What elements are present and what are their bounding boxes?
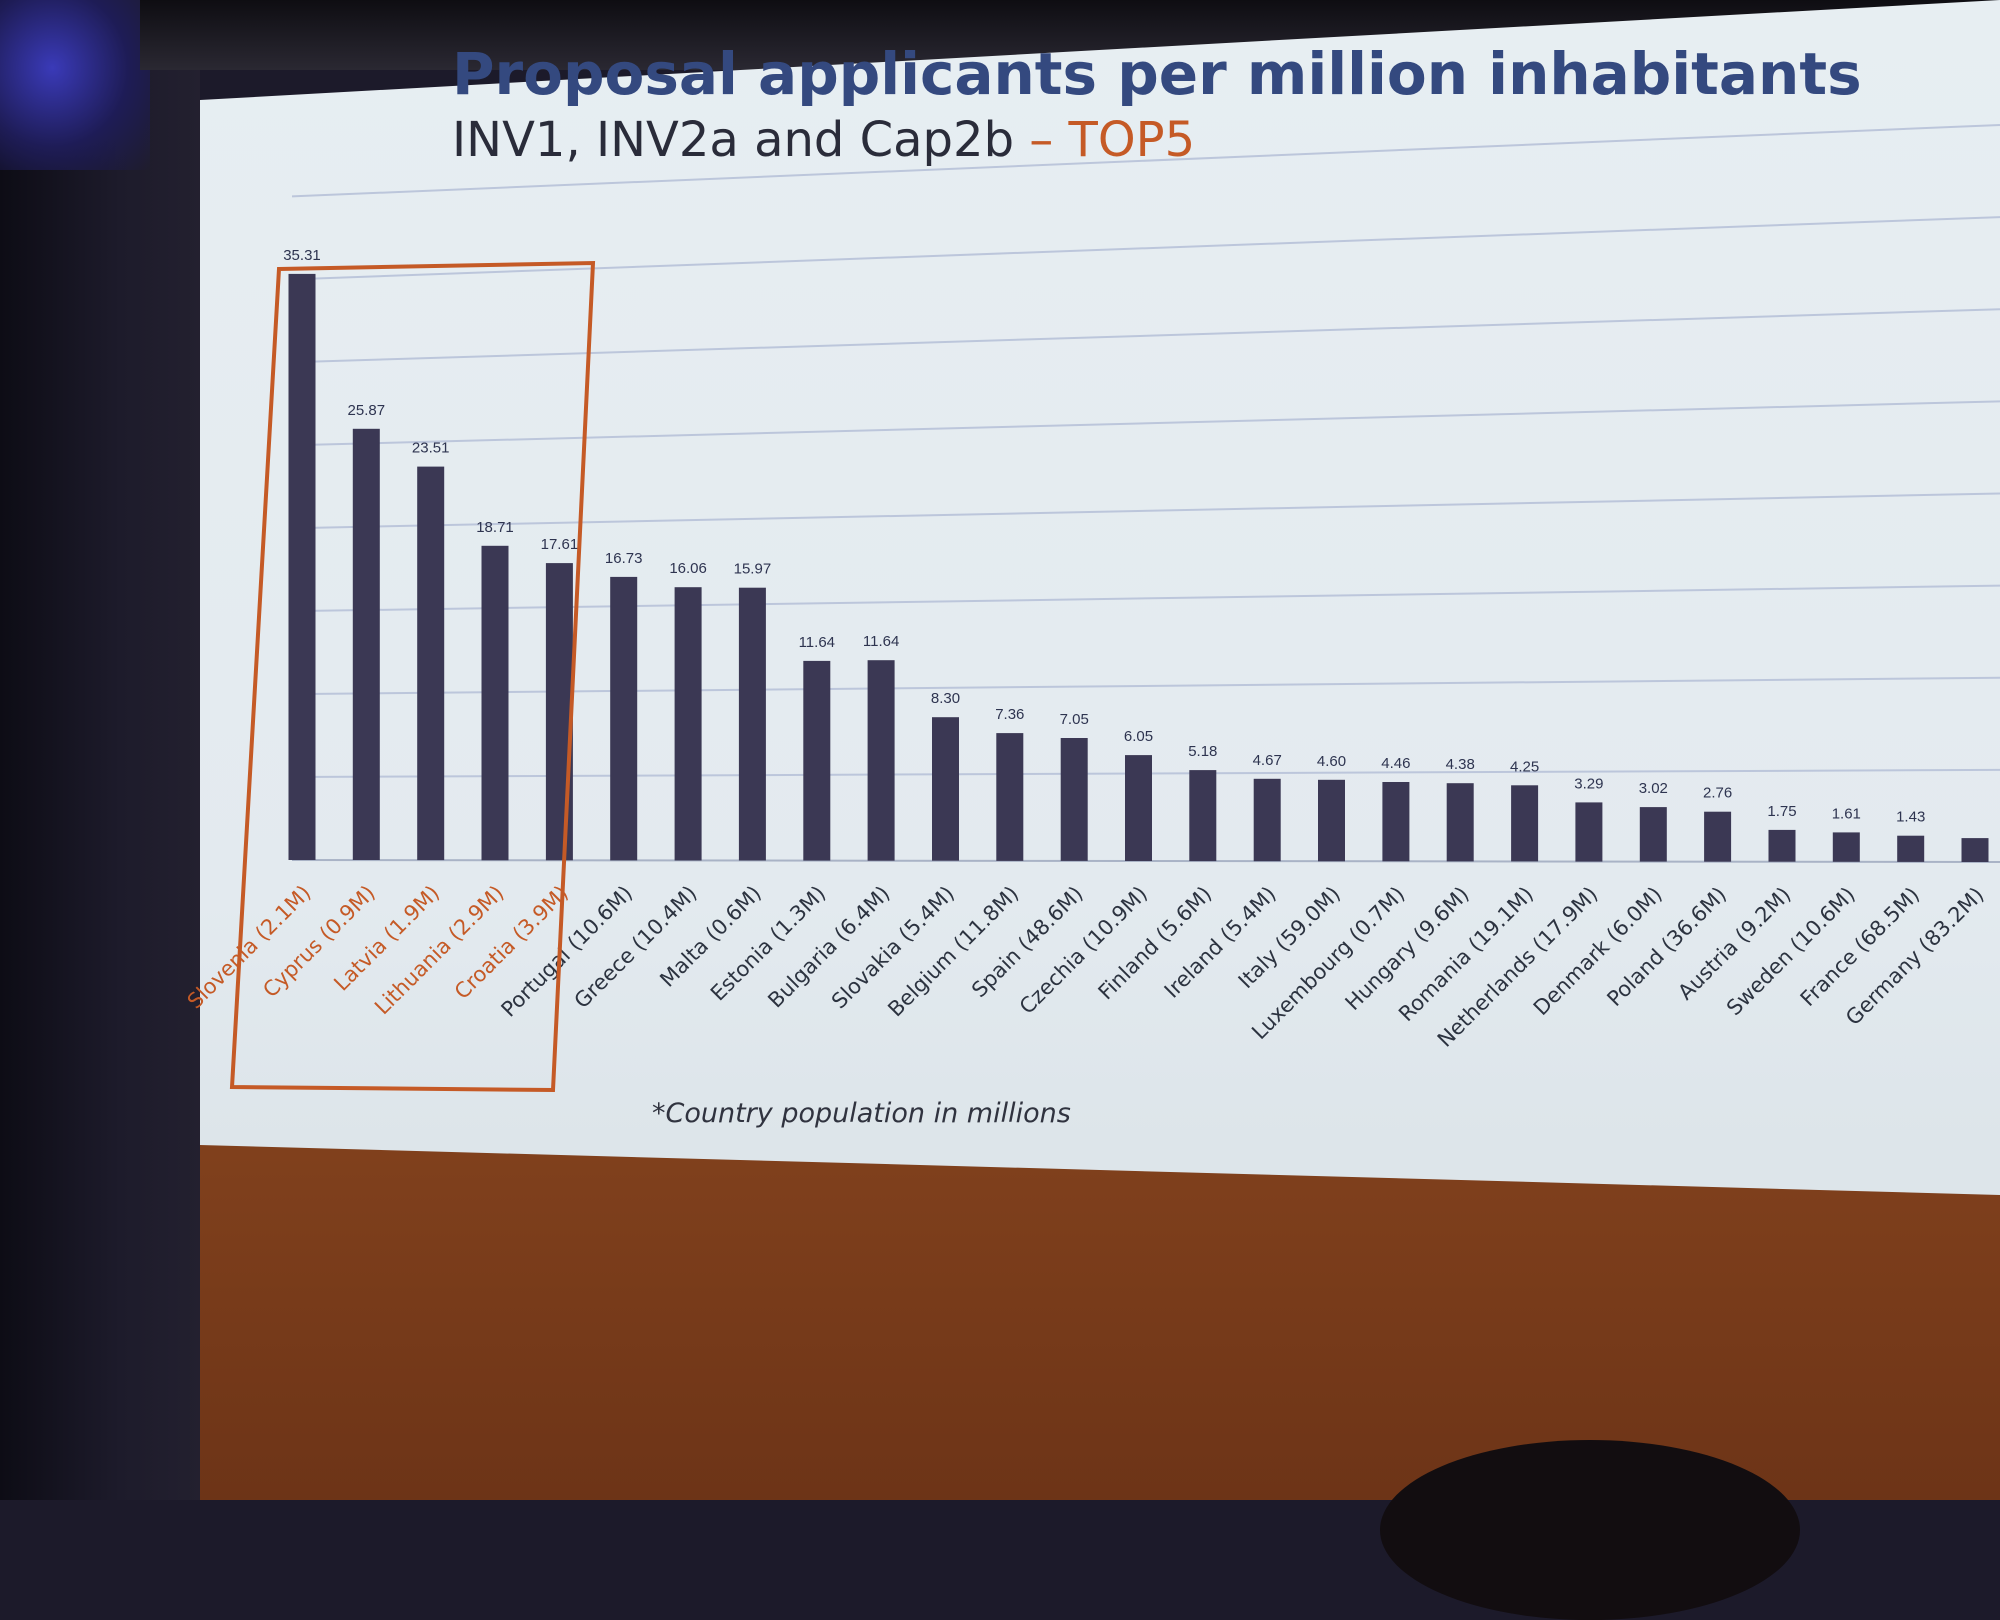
- bar: [417, 466, 445, 861]
- slide-title-block: Proposal applicants per million inhabita…: [452, 40, 1862, 168]
- gridline: [291, 676, 2000, 696]
- data-label: 11.64: [799, 634, 835, 651]
- x-tick-label: Spain (48.6M): [967, 881, 1088, 1002]
- x-tick-label: Estonia (1.3M): [706, 881, 830, 1005]
- data-label: 23.51: [412, 440, 450, 457]
- bar: [1318, 779, 1345, 862]
- bar: [1832, 832, 1860, 862]
- audience-head-silhouette: [1380, 1440, 1800, 1620]
- slide-subtitle: INV1, INV2a and Cap2b – TOP5: [452, 112, 1862, 168]
- bar: [288, 273, 316, 860]
- bar: [545, 563, 573, 861]
- data-label: 18.71: [476, 519, 514, 536]
- data-label: 7.36: [995, 706, 1024, 723]
- chart-footnote: *Country population in millions: [652, 1098, 1071, 1129]
- room-left-wall: [0, 0, 200, 1500]
- data-label: 16.73: [605, 550, 643, 567]
- bar: [1961, 838, 1989, 862]
- data-label: 4.25: [1510, 758, 1539, 775]
- bar: [803, 660, 831, 861]
- bar: [1253, 778, 1281, 862]
- data-label: 2.76: [1703, 785, 1732, 802]
- gridline: [291, 216, 2000, 281]
- bar: [481, 545, 509, 861]
- bar: [1511, 785, 1539, 862]
- data-label: 7.05: [1060, 711, 1089, 728]
- data-label: 3.29: [1574, 775, 1603, 792]
- subtitle-main: INV1, INV2a and Cap2b: [452, 112, 1030, 168]
- data-label: 25.87: [348, 402, 386, 419]
- bar: [738, 587, 766, 861]
- bar: [352, 428, 380, 860]
- data-label: 3.02: [1639, 780, 1668, 797]
- bar: [1768, 829, 1796, 862]
- bar: [996, 733, 1024, 861]
- bar: [1189, 770, 1217, 862]
- gridline: [291, 492, 2000, 530]
- bar: [674, 587, 702, 861]
- x-tick-label: Ireland (5.4M): [1160, 882, 1281, 1003]
- bar: [1125, 755, 1152, 861]
- data-label: 1.61: [1832, 805, 1861, 822]
- bar: [1639, 807, 1667, 862]
- gridline: [291, 400, 2000, 447]
- slide-bottom-band: [200, 1145, 2000, 1500]
- bar: [610, 576, 638, 861]
- data-label: 4.38: [1446, 756, 1475, 773]
- bar: [1060, 738, 1088, 861]
- data-label: 16.06: [669, 560, 707, 577]
- data-label: 4.46: [1381, 755, 1410, 772]
- x-tick-label: Bulgaria (6.4M): [763, 881, 894, 1012]
- x-tick-label: Croatia (3.9M): [450, 881, 573, 1004]
- bar: [1446, 783, 1474, 862]
- gridline: [291, 308, 2000, 364]
- data-label: 1.43: [1896, 809, 1925, 826]
- slide-title: Proposal applicants per million inhabita…: [452, 40, 1862, 108]
- bar: [1575, 802, 1603, 862]
- top5-highlight-box: [229, 260, 596, 1093]
- data-label: 35.31: [283, 247, 321, 264]
- x-tick-label: Austria (9.2M): [1673, 882, 1795, 1004]
- bar: [1704, 811, 1732, 862]
- x-tick-label: Cyprus (0.9M): [258, 881, 380, 1003]
- data-label: 4.60: [1317, 753, 1346, 770]
- data-label: 11.64: [863, 633, 899, 650]
- bar: [1897, 835, 1925, 862]
- data-label: 8.30: [931, 690, 960, 707]
- data-label: 15.97: [734, 561, 772, 578]
- data-label: 6.05: [1124, 728, 1153, 745]
- stage-light-glow: [0, 0, 150, 170]
- data-label: 4.67: [1253, 752, 1282, 769]
- gridline: [291, 123, 2000, 198]
- data-label: 5.18: [1188, 743, 1217, 760]
- bar: [932, 717, 959, 861]
- x-tick-label: Finland (5.6M): [1094, 882, 1217, 1005]
- bar: [867, 660, 895, 861]
- bar: [1382, 782, 1410, 862]
- x-tick-label: France (68.5M): [1796, 882, 1925, 1011]
- data-label: 1.75: [1767, 803, 1796, 820]
- subtitle-accent: – TOP5: [1029, 112, 1196, 168]
- x-tick-label: Poland (36.6M): [1602, 882, 1731, 1011]
- data-label: 17.61: [541, 536, 579, 553]
